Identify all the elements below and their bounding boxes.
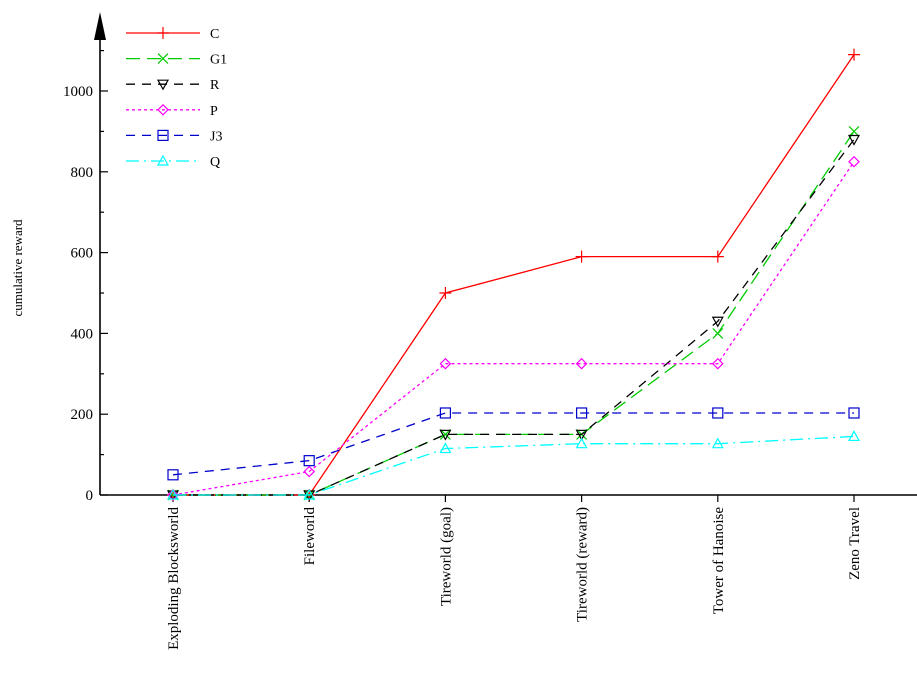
series-p xyxy=(167,155,860,501)
legend-entry-j3: J3 xyxy=(126,129,222,144)
data-point xyxy=(439,407,451,419)
series-line xyxy=(173,435,855,496)
legend-label: R xyxy=(210,78,220,93)
data-point xyxy=(575,437,588,449)
data-point xyxy=(157,103,169,116)
legend-label: G1 xyxy=(210,53,227,68)
legend: C G1 RP J3 Q xyxy=(126,27,227,170)
data-point xyxy=(848,48,860,61)
data-point xyxy=(847,430,861,442)
y-tick-label: 800 xyxy=(71,165,94,181)
legend-entry-p: P xyxy=(126,104,218,119)
y-tick-label: 600 xyxy=(71,246,94,262)
data-point xyxy=(303,488,316,500)
data-point xyxy=(712,407,724,419)
x-tick-label: Tower of Hanoise xyxy=(711,507,727,615)
axes: 0 200 400 600 800 1000 Exploding Blocksworld Fi… xyxy=(63,12,917,650)
legend-label: C xyxy=(210,27,219,42)
y-tick-label: 1000 xyxy=(63,84,93,100)
legend-entry-c: C xyxy=(126,27,219,42)
y-axis-arrow xyxy=(94,12,106,40)
y-tick-label: 200 xyxy=(71,407,94,423)
data-point xyxy=(711,357,724,370)
series-g1 xyxy=(167,125,860,501)
data-point xyxy=(848,407,860,419)
data-point xyxy=(439,429,452,441)
series-r xyxy=(166,134,861,502)
series-line xyxy=(172,412,854,476)
legend-label: P xyxy=(210,104,218,119)
data-point xyxy=(156,154,170,166)
y-tick-label: 400 xyxy=(71,326,94,342)
x-tick-label: Tireworld (goal) xyxy=(438,507,454,606)
data-point xyxy=(439,428,451,440)
data-point xyxy=(303,455,315,467)
data-point xyxy=(167,489,179,501)
legend-label: J3 xyxy=(210,129,222,144)
legend-entry-q: Q xyxy=(126,154,220,170)
y-tick-label: 0 xyxy=(86,488,94,504)
data-point xyxy=(303,465,316,478)
x-tick-label: Tireworld (reward) xyxy=(575,507,591,622)
legend-entry-r: R xyxy=(126,78,220,93)
data-point xyxy=(575,429,588,441)
data-point xyxy=(848,155,860,168)
data-point xyxy=(711,437,724,449)
series-c xyxy=(167,48,860,501)
legend-entry-g1: G1 xyxy=(126,53,227,68)
series-j3 xyxy=(167,407,860,481)
data-point xyxy=(575,407,588,419)
data-point xyxy=(848,125,860,137)
data-point xyxy=(157,53,169,65)
data-point xyxy=(167,469,179,481)
data-point xyxy=(575,250,588,263)
legend-label: Q xyxy=(210,155,220,170)
data-point xyxy=(157,27,169,39)
series-q xyxy=(166,430,861,500)
series-line xyxy=(172,161,855,496)
series-line xyxy=(173,139,855,496)
data-point xyxy=(166,488,180,500)
data-point xyxy=(439,357,452,370)
data-point xyxy=(439,287,452,299)
series-layer xyxy=(166,48,861,502)
data-point xyxy=(439,442,452,454)
x-tick-label: Fileworld xyxy=(302,507,318,566)
x-tick-label: Zeno Travel xyxy=(847,507,863,580)
data-point xyxy=(712,327,724,339)
data-point xyxy=(711,316,724,328)
series-line xyxy=(173,131,855,496)
y-axis-title: cumulative reward xyxy=(10,219,25,317)
data-point xyxy=(575,357,588,370)
data-point xyxy=(156,79,170,91)
data-point xyxy=(847,134,861,146)
data-point xyxy=(157,129,169,141)
x-tick-label: Exploding Blocksworld xyxy=(166,507,182,650)
data-point xyxy=(711,250,724,263)
